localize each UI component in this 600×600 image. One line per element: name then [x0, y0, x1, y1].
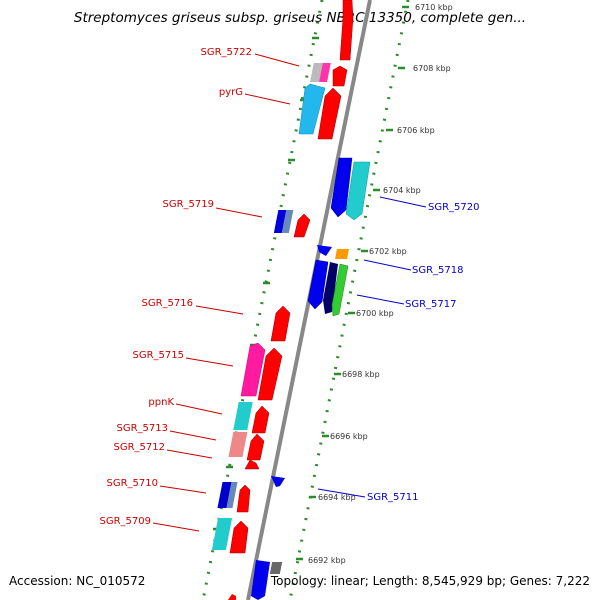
gene-forward-salmon[interactable] — [228, 432, 248, 457]
gene-forward-cyan[interactable] — [233, 402, 253, 430]
map-title: Streptomyces griseus subsp. griseus NBRC… — [73, 10, 527, 26]
gene-label-sgr5716[interactable]: SGR_5716 — [142, 298, 194, 309]
ruler-label: 6708 kbp — [413, 64, 451, 73]
gene-forward[interactable] — [332, 65, 348, 87]
gene-forward-magenta[interactable] — [319, 63, 331, 82]
gene-forward-cyan[interactable] — [211, 518, 233, 550]
gene-label-sgr5722[interactable]: SGR_5722 — [201, 47, 253, 58]
gene-forward-slate[interactable] — [226, 482, 238, 508]
ruler-label: 6692 kbp — [308, 556, 346, 565]
gene-reverse[interactable] — [317, 245, 332, 256]
gene-forward[interactable] — [339, 0, 354, 61]
gene-forward[interactable] — [246, 433, 265, 461]
gene-forward[interactable] — [244, 459, 260, 470]
topology-text: Topology: linear; Length: 8,545,929 bp; … — [270, 574, 590, 588]
ruler-label: 6702 kbp — [369, 247, 407, 256]
right-leader-lines — [317, 196, 427, 498]
gene-label-sgr5718[interactable]: SGR_5718 — [412, 265, 464, 276]
gene-forward[interactable] — [293, 213, 311, 238]
gene-label-sgr5715[interactable]: SGR_5715 — [133, 350, 185, 361]
gene-forward-pink[interactable] — [240, 342, 266, 397]
gene-label-sgr5709[interactable]: SGR_5709 — [100, 516, 152, 527]
gene-label-ppnk[interactable]: ppnK — [148, 397, 174, 408]
gene-forward-navy[interactable] — [217, 482, 232, 508]
gene-forward[interactable] — [228, 594, 236, 600]
gene-label-sgr5713[interactable]: SGR_5713 — [117, 423, 169, 434]
ruler-label: 6704 kbp — [383, 186, 421, 195]
gene-reverse[interactable] — [271, 476, 285, 487]
gene-reverse-green[interactable] — [331, 263, 349, 317]
ruler-label: 6710 kbp — [415, 3, 453, 12]
ruler-label: 6696 kbp — [330, 432, 368, 441]
gene-label-sgr5719[interactable]: SGR_5719 — [163, 199, 215, 210]
gene-label-sgr5717[interactable]: SGR_5717 — [405, 299, 457, 310]
gene-label-sgr5710[interactable]: SGR_5710 — [107, 478, 159, 489]
ruler-label: 6694 kbp — [318, 493, 356, 502]
gene-forward[interactable] — [270, 305, 291, 342]
gene-reverse-orange[interactable] — [335, 249, 349, 259]
gene-label-sgr5711[interactable]: SGR_5711 — [367, 492, 419, 503]
gene-forward[interactable] — [236, 484, 251, 513]
gene-forward-gray[interactable] — [310, 63, 323, 82]
gene-forward-cyan[interactable] — [298, 83, 326, 135]
gene-forward[interactable] — [317, 87, 342, 140]
gene-reverse[interactable] — [307, 259, 329, 310]
gene-forward-slate[interactable] — [281, 210, 294, 233]
ruler-label: 6700 kbp — [356, 309, 394, 318]
gene-reverse[interactable] — [251, 560, 270, 600]
gene-forward-blue[interactable] — [273, 210, 287, 233]
ruler-label: 6706 kbp — [397, 126, 435, 135]
left-leader-lines — [152, 53, 300, 532]
gene-label-pyrg[interactable]: pyrG — [219, 87, 243, 98]
gene-reverse-gray[interactable] — [269, 562, 283, 574]
gene-reverse-cyan[interactable] — [345, 161, 371, 221]
gene-label-sgr5712[interactable]: SGR_5712 — [114, 442, 166, 453]
accession-text: Accession: NC_010572 — [9, 574, 146, 588]
gene-label-sgr5720[interactable]: SGR_5720 — [428, 202, 480, 213]
gene-forward[interactable] — [229, 520, 249, 554]
gene-forward[interactable] — [257, 347, 283, 401]
ruler-label: 6698 kbp — [342, 370, 380, 379]
gene-forward[interactable] — [251, 405, 270, 434]
gene-reverse-navy[interactable] — [323, 262, 338, 314]
gene-reverse[interactable] — [330, 157, 353, 218]
